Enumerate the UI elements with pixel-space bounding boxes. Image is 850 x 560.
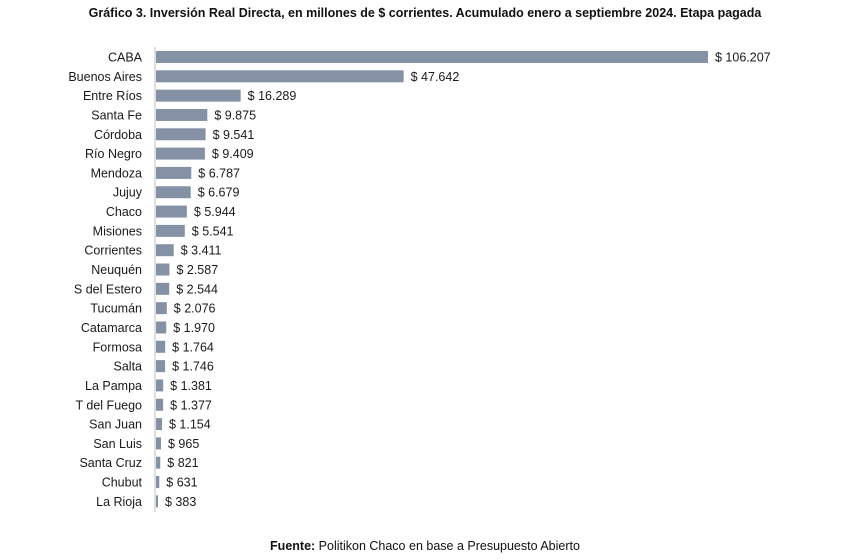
value-label: $ 3.411	[181, 244, 222, 258]
value-label: $ 2.076	[174, 302, 216, 316]
source-text: Politikon Chaco en base a Presupuesto Ab…	[315, 539, 580, 553]
category-label: CABA	[108, 51, 143, 65]
value-label: $ 1.746	[172, 360, 214, 374]
category-label: La Pampa	[85, 379, 142, 393]
value-label: $ 2.544	[176, 282, 218, 296]
category-label: San Luis	[93, 437, 142, 451]
bar	[156, 418, 162, 431]
bar	[156, 89, 241, 102]
bars-group: CABA $ 106.207 Buenos Aires $ 47.642 Entre R…	[68, 51, 770, 509]
value-label: $ 9.541	[213, 128, 255, 142]
source-label: Fuente:	[270, 539, 316, 553]
bar	[156, 51, 708, 63]
value-label: $ 16.289	[248, 89, 297, 103]
value-label: $ 9.409	[212, 147, 254, 161]
bar	[156, 360, 166, 373]
bar	[156, 224, 185, 237]
bar	[156, 166, 192, 179]
bar	[156, 205, 187, 218]
bar	[156, 476, 160, 489]
category-label: Mendoza	[91, 166, 142, 180]
value-label: $ 1.764	[172, 340, 214, 354]
bar	[156, 147, 205, 160]
bar	[156, 263, 170, 276]
value-label: $ 5.541	[192, 224, 234, 238]
source-note: Fuente: Politikon Chaco en base a Presup…	[0, 539, 850, 553]
bar	[156, 379, 164, 392]
value-label: $ 383	[165, 495, 196, 509]
value-label: $ 2.587	[176, 263, 218, 277]
category-label: Tucumán	[90, 302, 142, 316]
value-label: $ 965	[168, 437, 199, 451]
bar	[156, 398, 164, 411]
category-label: Formosa	[93, 340, 142, 354]
category-label: Chaco	[106, 205, 142, 219]
category-label: Chubut	[102, 476, 143, 490]
value-label: $ 1.970	[173, 321, 215, 335]
bar-chart: CABA $ 106.207 Buenos Aires $ 47.642 Entre R…	[68, 47, 771, 512]
category-label: Neuquén	[91, 263, 142, 277]
value-label: $ 821	[167, 456, 198, 470]
category-label: Santa Cruz	[79, 456, 142, 470]
value-label: $ 1.377	[170, 398, 212, 412]
bar	[156, 340, 166, 353]
value-label: $ 106.207	[715, 51, 771, 65]
value-label: $ 1.154	[169, 418, 211, 432]
bar	[156, 456, 161, 469]
value-label: $ 631	[166, 476, 197, 490]
bar	[156, 108, 208, 121]
category-label: Salta	[114, 360, 143, 374]
bar	[156, 282, 170, 295]
category-label: Catamarca	[81, 321, 142, 335]
value-label: $ 6.787	[198, 166, 240, 180]
value-label: $ 5.944	[194, 205, 236, 219]
bar	[156, 244, 174, 257]
category-label: Entre Ríos	[83, 89, 142, 103]
category-label: Misiones	[93, 224, 142, 238]
bar	[156, 70, 404, 83]
bar	[156, 437, 162, 450]
bar	[156, 321, 167, 334]
category-label: Córdoba	[94, 128, 142, 142]
category-label: Jujuy	[113, 186, 143, 200]
category-label: Corrientes	[84, 244, 142, 258]
category-label: Buenos Aires	[68, 70, 142, 84]
bar	[156, 128, 206, 141]
value-label: $ 9.875	[214, 108, 256, 122]
category-label: T del Fuego	[76, 398, 143, 412]
category-label: La Rioja	[96, 495, 142, 509]
bar	[156, 186, 191, 199]
category-label: Río Negro	[85, 147, 142, 161]
category-label: Santa Fe	[91, 108, 142, 122]
bar	[156, 495, 158, 508]
value-label: $ 6.679	[198, 186, 240, 200]
category-label: S del Estero	[74, 282, 142, 296]
value-label: $ 47.642	[411, 70, 460, 84]
chart-title: Gráfico 3. Inversión Real Directa, en mi…	[88, 6, 762, 20]
category-label: San Juan	[89, 418, 142, 432]
bar	[156, 302, 167, 315]
value-label: $ 1.381	[170, 379, 212, 393]
